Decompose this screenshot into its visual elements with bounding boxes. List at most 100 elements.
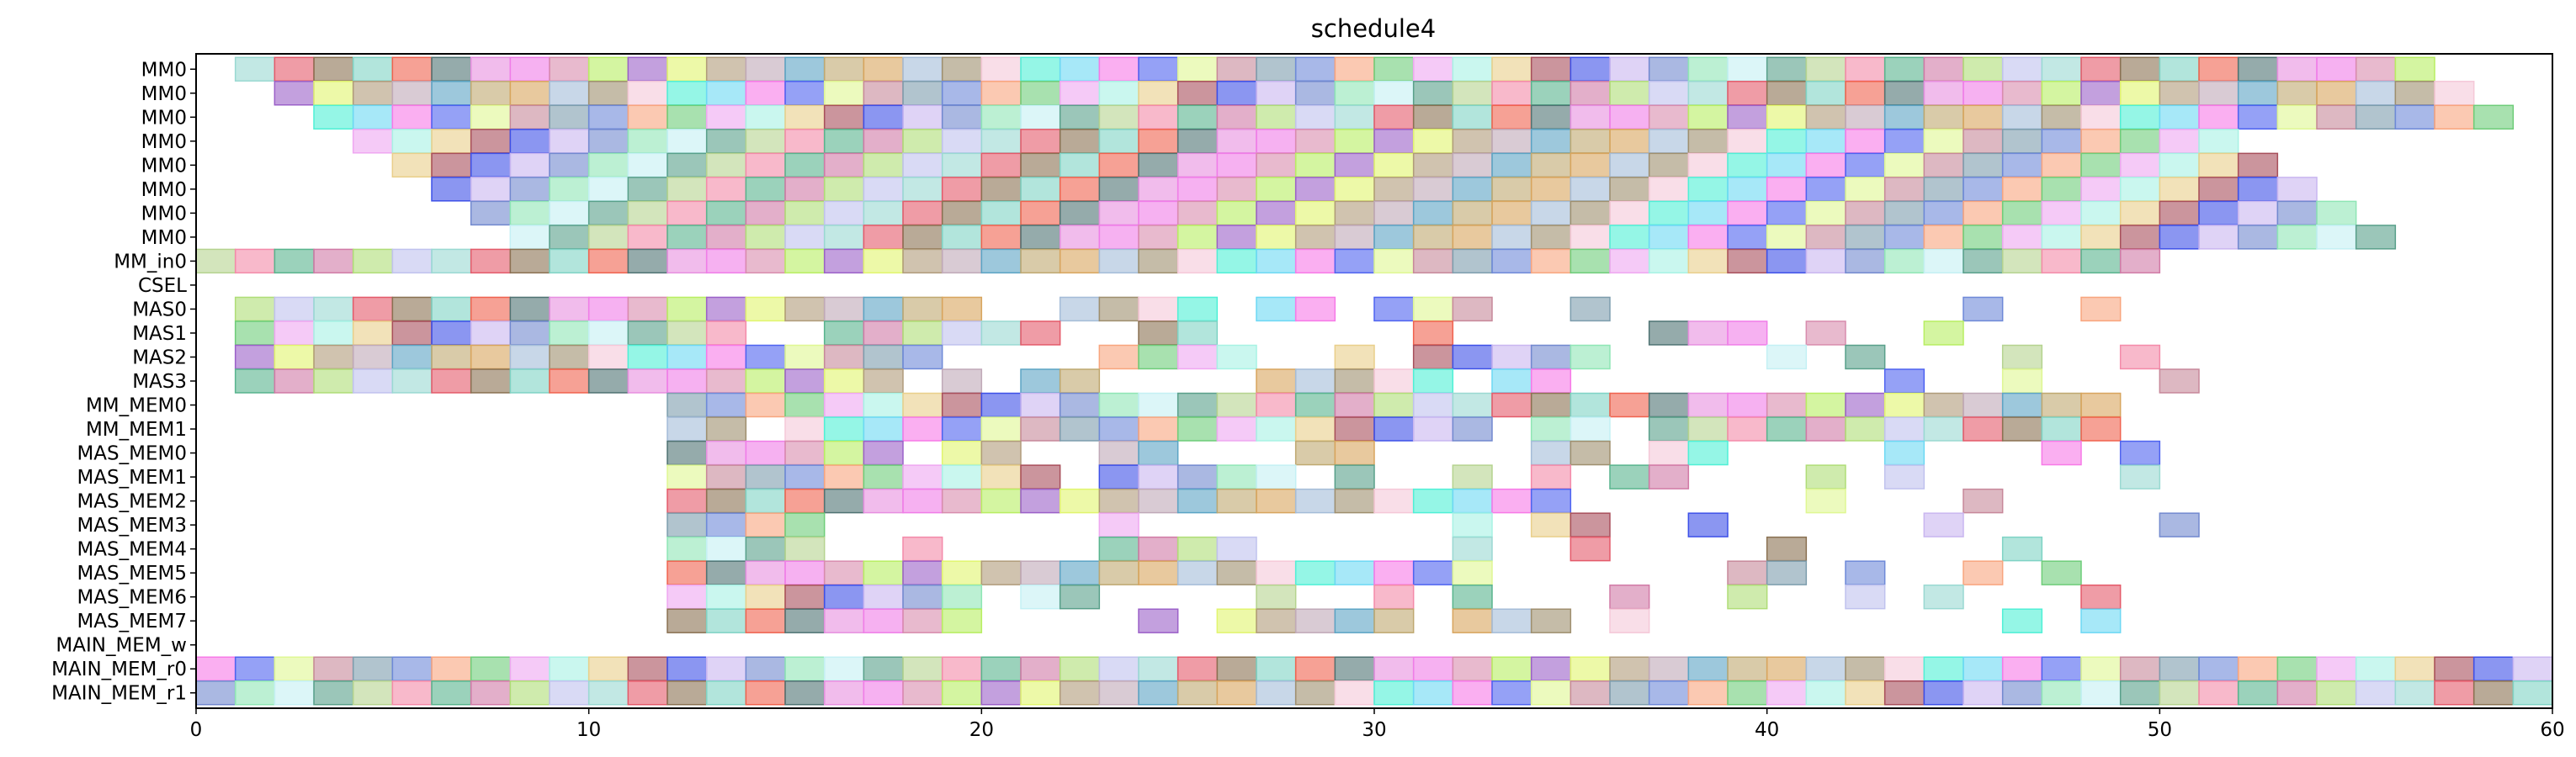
task-bar (2159, 680, 2200, 706)
task-bar (627, 368, 668, 394)
task-bar (1412, 81, 1454, 106)
task-bar (941, 560, 983, 585)
task-bar (667, 56, 708, 82)
task-bar (234, 296, 276, 322)
task-bar (509, 200, 550, 226)
task-bar (2394, 680, 2435, 706)
task-bar (1412, 200, 1454, 226)
task-bar (2001, 225, 2043, 250)
task-bar (2001, 104, 2043, 130)
task-bar (941, 200, 983, 226)
task-bar (1176, 560, 1219, 585)
task-bar (1530, 392, 1572, 418)
task-bar (745, 152, 786, 178)
task-bar (1412, 129, 1454, 154)
task-bar (391, 104, 433, 130)
task-bar (352, 104, 394, 130)
task-bar (1138, 225, 1179, 250)
task-bar (1805, 225, 1846, 250)
task-bar (470, 56, 512, 82)
task-bar (470, 104, 512, 130)
task-bar (1020, 416, 1061, 442)
task-bar (2198, 177, 2239, 202)
task-bar (1412, 177, 1454, 202)
task-bar (1687, 225, 1729, 250)
task-bar (431, 129, 472, 154)
task-bar (1176, 200, 1219, 226)
task-bar (667, 248, 708, 274)
task-bar (2316, 225, 2357, 250)
task-bar (1334, 488, 1375, 514)
task-bar (1883, 680, 1925, 706)
task-bar (470, 680, 512, 706)
task-bar (587, 296, 629, 322)
task-bar (2119, 225, 2161, 250)
task-bar (313, 368, 354, 394)
task-bar (1294, 81, 1336, 106)
task-bar (784, 152, 826, 178)
task-bar (1491, 248, 1532, 274)
task-bar (1845, 248, 1886, 274)
task-bar (2041, 152, 2082, 178)
task-bar (1452, 680, 1493, 706)
task-bar (352, 368, 394, 394)
task-bar (431, 344, 472, 370)
task-bar (941, 56, 983, 82)
task-bar (980, 248, 1022, 274)
task-bar (902, 56, 943, 82)
task-bar (1373, 560, 1415, 585)
task-bar (863, 104, 904, 130)
task-bar (1216, 248, 1257, 274)
task-bar (1412, 392, 1454, 418)
task-bar (2119, 104, 2161, 130)
task-bar (627, 248, 668, 274)
task-bar (745, 656, 786, 681)
task-bar (705, 200, 747, 226)
task-bar (745, 177, 786, 202)
task-bar (509, 56, 550, 82)
task-bar (1373, 225, 1415, 250)
task-bar (902, 488, 943, 514)
task-bar (1216, 104, 1257, 130)
task-bar (1059, 656, 1101, 681)
task-bar (1963, 225, 2004, 250)
task-bar (352, 81, 394, 106)
task-bar (1491, 81, 1532, 106)
task-bar (902, 104, 943, 130)
task-bar (1098, 392, 1139, 418)
task-bar (509, 177, 550, 202)
task-bar (1609, 680, 1650, 706)
row-label: MAS_MEM5 (77, 563, 187, 585)
task-bar (941, 296, 983, 322)
task-bar (1648, 248, 1690, 274)
task-bar (863, 656, 904, 681)
task-bar (470, 129, 512, 154)
task-bar (1530, 680, 1572, 706)
task-bar (1412, 488, 1454, 514)
task-bar (627, 152, 668, 178)
task-bar (2472, 104, 2515, 130)
task-bar (1687, 129, 1729, 154)
task-bar (823, 248, 865, 274)
task-bar (2237, 200, 2279, 226)
task-bar (941, 152, 983, 178)
task-bar (1609, 129, 1650, 154)
task-bar (1373, 104, 1415, 130)
task-bar (784, 488, 826, 514)
task-bar (627, 225, 668, 250)
task-bar (1256, 416, 1297, 442)
task-bar (1334, 608, 1375, 633)
task-bar (2355, 656, 2397, 681)
task-bar (1883, 200, 1925, 226)
task-bar (2041, 200, 2082, 226)
task-bar (2159, 200, 2200, 226)
row-label: MAS_MEM7 (77, 611, 187, 633)
task-bar (1020, 81, 1061, 106)
task-bar (2080, 416, 2122, 442)
task-bar (1020, 392, 1061, 418)
task-bar (902, 536, 943, 562)
task-bar (1256, 392, 1297, 418)
task-bar (1648, 200, 1690, 226)
row-label: MM0 (141, 227, 187, 249)
task-bar (1098, 104, 1139, 130)
